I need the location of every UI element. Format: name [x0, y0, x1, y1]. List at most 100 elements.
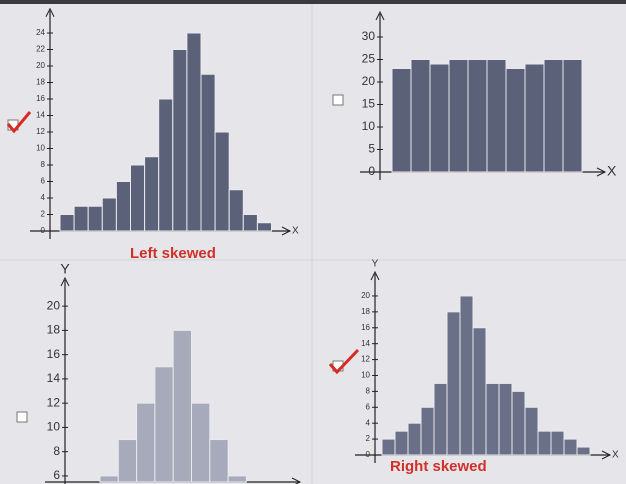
y-tick-label: 5 — [368, 142, 375, 156]
bar — [448, 59, 469, 173]
y-tick-label: 0 — [41, 226, 46, 235]
bar — [537, 430, 552, 456]
bar — [524, 63, 545, 173]
y-tick-label: 18 — [47, 323, 61, 337]
bar — [209, 439, 229, 483]
y-tick-label: 16 — [361, 323, 370, 332]
bar — [433, 382, 448, 456]
bar — [158, 98, 174, 232]
bar — [467, 59, 488, 173]
y-tick-label: 25 — [362, 52, 376, 66]
y-tick-label: 6 — [41, 177, 46, 186]
bar — [410, 59, 431, 173]
y-tick-label: 8 — [366, 386, 371, 395]
bar — [186, 32, 202, 232]
bar — [420, 406, 435, 456]
axis-arrow — [370, 270, 380, 281]
y-tick-label: 16 — [36, 94, 45, 103]
y-tick-label: 2 — [366, 434, 371, 443]
bar — [446, 311, 461, 456]
annotation: Right skewed — [390, 458, 487, 475]
y-tick-label: 4 — [41, 193, 46, 202]
bar — [136, 402, 156, 483]
y-tick-label: 6 — [53, 468, 60, 482]
y-tick-label: 18 — [36, 78, 45, 87]
y-tick-label: 6 — [366, 402, 371, 411]
y-tick-label: 16 — [47, 347, 61, 361]
y-tick-label: 14 — [36, 111, 45, 120]
checkbox[interactable] — [332, 94, 344, 106]
axis-arrow — [281, 226, 292, 236]
y-tick-label: 18 — [361, 307, 370, 316]
axis-arrow — [375, 10, 385, 21]
bar — [172, 49, 188, 232]
y-tick-label: 10 — [362, 119, 376, 133]
bar — [407, 422, 422, 456]
bar — [550, 430, 565, 456]
y-axis-label: Y — [372, 259, 379, 270]
y-tick-label: 24 — [36, 28, 45, 37]
bar — [485, 382, 500, 456]
bar — [191, 402, 211, 483]
y-tick-label: 10 — [361, 371, 370, 380]
y-tick-label: 20 — [47, 298, 61, 312]
bar — [256, 222, 272, 232]
y-tick-label: 12 — [361, 355, 370, 364]
bar — [228, 189, 244, 232]
checkbox[interactable] — [16, 411, 28, 423]
bar — [459, 295, 474, 456]
x-axis-label: X — [612, 450, 619, 461]
bar — [498, 382, 513, 456]
y-axis-label: Y — [60, 261, 70, 277]
bar — [486, 59, 507, 173]
bar — [505, 68, 526, 173]
y-tick-label: 0 — [366, 450, 371, 459]
y-tick-label: 0 — [368, 164, 375, 178]
top-edge — [0, 0, 626, 4]
y-tick-label: 8 — [53, 444, 60, 458]
bar — [172, 329, 192, 483]
axis-arrow — [291, 477, 302, 484]
bar — [472, 327, 487, 456]
bar — [101, 197, 117, 232]
bar — [117, 439, 138, 483]
y-tick-label: 10 — [36, 144, 45, 153]
y-tick-label: 2 — [41, 210, 46, 219]
bar — [154, 366, 174, 483]
bar — [576, 446, 591, 456]
bar — [214, 131, 230, 232]
bar — [563, 438, 578, 456]
bar — [381, 438, 396, 456]
y-tick-label: 20 — [361, 291, 370, 300]
bar — [394, 430, 409, 456]
bar — [73, 205, 89, 232]
bar — [200, 73, 216, 232]
bar — [115, 181, 132, 232]
y-tick-label: 20 — [362, 74, 376, 88]
y-tick-label: 10 — [47, 420, 61, 434]
bar — [391, 68, 412, 173]
y-tick-label: 12 — [47, 395, 61, 409]
bar — [524, 406, 539, 456]
bar — [130, 164, 146, 232]
y-tick-label: 22 — [36, 45, 45, 54]
bar — [227, 475, 247, 483]
bar — [543, 59, 564, 173]
bar — [59, 214, 75, 232]
y-tick-label: 15 — [362, 97, 376, 111]
y-tick-label: 30 — [362, 29, 376, 43]
bar — [87, 205, 103, 232]
y-tick-label: 14 — [361, 339, 370, 348]
bar — [144, 156, 160, 232]
axis-arrow — [601, 450, 612, 460]
axis-arrow — [60, 276, 70, 287]
y-tick-label: 14 — [47, 371, 61, 385]
bar — [99, 475, 119, 483]
y-tick-label: 8 — [41, 160, 46, 169]
checkmark — [328, 348, 360, 375]
y-tick-label: 4 — [366, 418, 371, 427]
bar — [511, 390, 526, 456]
bar — [242, 214, 258, 232]
axis-arrow — [596, 167, 607, 177]
annotation: Left skewed — [130, 245, 216, 262]
